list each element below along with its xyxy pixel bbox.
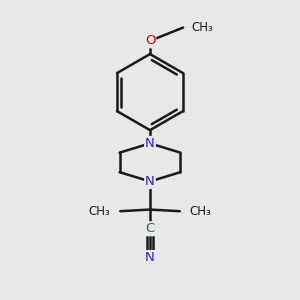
Text: N: N: [145, 137, 155, 150]
Text: O: O: [145, 34, 155, 47]
Text: CH₃: CH₃: [88, 205, 110, 218]
Text: CH₃: CH₃: [191, 21, 213, 34]
Text: N: N: [145, 175, 155, 188]
Text: CH₃: CH₃: [190, 205, 211, 218]
Text: N: N: [145, 251, 155, 264]
Text: C: C: [146, 222, 154, 235]
